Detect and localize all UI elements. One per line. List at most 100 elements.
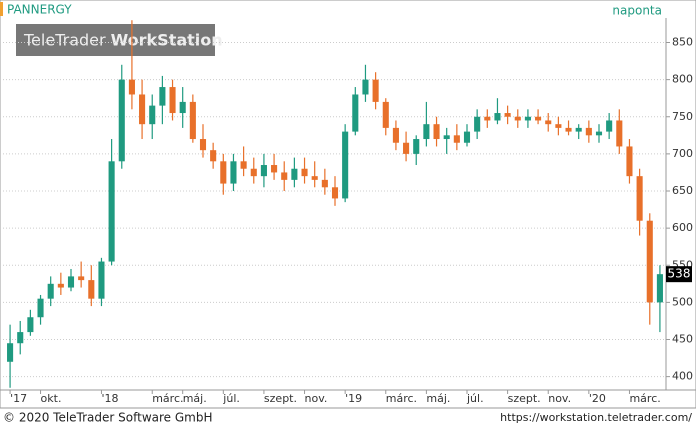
candle-body	[372, 79, 379, 102]
candle-body	[362, 79, 369, 95]
x-tick-label: júl.	[222, 392, 240, 405]
candle-body	[301, 168, 308, 177]
candle-body	[626, 146, 633, 177]
candle-body	[179, 101, 186, 114]
source-url: https://workstation.teletrader.com/	[500, 411, 692, 424]
candle-body	[413, 139, 420, 154]
y-tick-label: 750	[672, 110, 693, 123]
watermark-box	[16, 24, 215, 56]
candle-body	[453, 135, 460, 143]
candle-body	[443, 135, 450, 140]
candle-body	[575, 127, 582, 132]
y-tick-label: 500	[672, 295, 693, 308]
x-tick-label: márc.	[386, 392, 417, 405]
candle-body	[321, 179, 328, 188]
last-price-box	[666, 266, 692, 283]
candle-body	[636, 176, 643, 221]
x-tick-label: '17	[10, 392, 27, 405]
candle-body	[37, 298, 44, 318]
candle-body	[98, 261, 105, 299]
candle-body	[67, 276, 75, 288]
candle-body	[474, 116, 481, 132]
candle-body	[484, 116, 491, 121]
candle-body	[382, 101, 389, 128]
candle-body	[128, 79, 135, 95]
y-tick-label: 650	[672, 184, 693, 197]
candle-body	[210, 150, 217, 162]
candle-body	[159, 87, 166, 106]
candle-body	[514, 116, 521, 121]
candle-body	[606, 120, 613, 132]
x-tick-label: nov.	[305, 392, 328, 405]
x-tick-label: márc.	[629, 392, 660, 405]
y-tick-label: 850	[672, 36, 693, 49]
candle-body	[494, 113, 501, 121]
candle-body	[220, 161, 227, 184]
y-tick-label: 700	[672, 147, 693, 160]
candle-body	[17, 332, 24, 344]
candle-body	[139, 94, 146, 125]
candle-body	[524, 116, 531, 121]
x-tick-label: okt.	[41, 392, 62, 405]
candle-body	[199, 139, 207, 151]
candle-body	[616, 120, 623, 147]
candle-body	[88, 280, 95, 299]
symbol-marker	[0, 2, 3, 16]
last-price: 538	[668, 267, 691, 281]
candle-body	[656, 274, 663, 303]
candle-body	[535, 116, 542, 121]
candle-body	[78, 276, 85, 281]
x-tick-label: '19	[345, 392, 362, 405]
candle-body	[240, 161, 247, 169]
candle-body	[7, 343, 14, 362]
x-tick-label: szept.	[508, 392, 541, 405]
candle-body	[47, 283, 54, 299]
y-tick-label: 450	[672, 333, 693, 346]
candle-body	[291, 168, 298, 180]
candle-body	[118, 79, 125, 162]
copyright: © 2020 TeleTrader Software GmbH	[3, 411, 213, 425]
candle-body	[260, 165, 267, 177]
candle-body	[149, 105, 156, 125]
candle-body	[646, 220, 653, 303]
candle-body	[504, 113, 511, 117]
x-tick-label: máj.	[183, 392, 207, 405]
x-tick-label: szept.	[264, 392, 297, 405]
candle-body	[463, 131, 471, 143]
candle-body	[392, 127, 399, 143]
candle-body	[331, 187, 339, 199]
candle-body	[545, 120, 552, 125]
x-tick-label: márc.	[152, 392, 183, 405]
y-tick-label: 600	[672, 221, 693, 234]
x-tick-label: '20	[589, 392, 606, 405]
x-tick-label: nov.	[548, 392, 571, 405]
candle-body	[281, 172, 288, 180]
candle-body	[585, 127, 592, 136]
x-tick-label: '18	[101, 392, 118, 405]
candle-body	[108, 161, 115, 262]
candle-body	[433, 124, 440, 140]
candle-body	[555, 124, 562, 128]
candle-body	[423, 124, 430, 140]
candle-body	[271, 165, 278, 173]
candle-body	[352, 94, 359, 132]
candle-body	[169, 87, 176, 114]
candle-body	[230, 161, 237, 184]
watermark-product: WorkStation	[111, 31, 223, 50]
frame	[0, 0, 696, 409]
watermark-brand: TeleTrader	[23, 31, 106, 50]
candle-body	[342, 131, 349, 199]
candle-body	[250, 168, 257, 177]
candle-body	[189, 101, 196, 140]
x-tick-label: máj.	[426, 392, 450, 405]
candle-body	[27, 317, 34, 333]
candle-body	[565, 127, 572, 132]
candle-body	[595, 131, 603, 136]
candle-body	[57, 283, 64, 288]
chart-title: PANNERGY	[7, 3, 72, 17]
y-tick-label: 800	[672, 73, 693, 86]
candle-body	[403, 142, 410, 154]
x-tick-label: júl.	[466, 392, 484, 405]
candle-body	[311, 176, 318, 180]
